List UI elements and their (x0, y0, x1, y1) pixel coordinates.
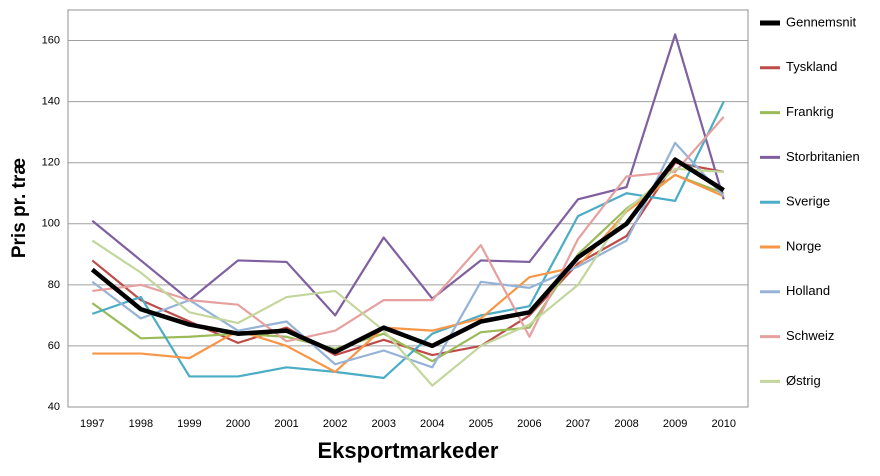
legend-label: Sverige (786, 194, 830, 209)
legend-label: Gennemsnit (786, 14, 856, 29)
series-line (91, 167, 724, 387)
x-tick-label: 2008 (614, 418, 638, 430)
series-line (90, 157, 725, 355)
x-tick-label: 1998 (129, 418, 153, 430)
legend-label: Holland (786, 283, 830, 298)
legend-label: Norge (786, 238, 821, 253)
legend-label: Schweiz (786, 328, 834, 343)
x-tick-label: 2002 (323, 418, 347, 430)
legend-label: Tyskland (786, 59, 837, 74)
x-tick-label: 2007 (566, 418, 590, 430)
y-tick-label: 80 (48, 279, 60, 291)
series-line (92, 116, 725, 343)
x-tick-label: 2004 (420, 418, 444, 430)
legend-label: Østrig (786, 373, 821, 388)
y-axis-label: Pris pr. træ (9, 158, 30, 258)
x-tick-label: 2003 (371, 418, 395, 430)
x-axis-label: Eksportmarkeder (318, 438, 499, 463)
series-line (91, 101, 725, 380)
x-tick-label: 2000 (226, 418, 250, 430)
series-line (91, 161, 724, 357)
x-tick-label: 2001 (274, 418, 298, 430)
y-tick-label: 60 (48, 340, 60, 352)
y-tick-label: 40 (48, 401, 60, 413)
legend-label: Frankrig (786, 104, 834, 119)
series-line (91, 173, 725, 363)
y-tick-label: 140 (42, 96, 60, 108)
legend-label: Storbritanien (786, 149, 860, 164)
x-tick-label: 1999 (177, 418, 201, 430)
series-line (92, 173, 725, 373)
x-tick-label: 2010 (711, 418, 735, 430)
plot-border (67, 9, 749, 408)
y-tick-label: 100 (42, 218, 60, 230)
y-tick-label: 160 (42, 34, 60, 46)
x-tick-label: 1997 (80, 418, 104, 430)
y-tick-label: 120 (42, 157, 60, 169)
x-tick-label: 2009 (663, 418, 687, 430)
series-line (91, 33, 725, 317)
x-tick-label: 2005 (469, 418, 493, 430)
x-tick-label: 2006 (517, 418, 541, 430)
